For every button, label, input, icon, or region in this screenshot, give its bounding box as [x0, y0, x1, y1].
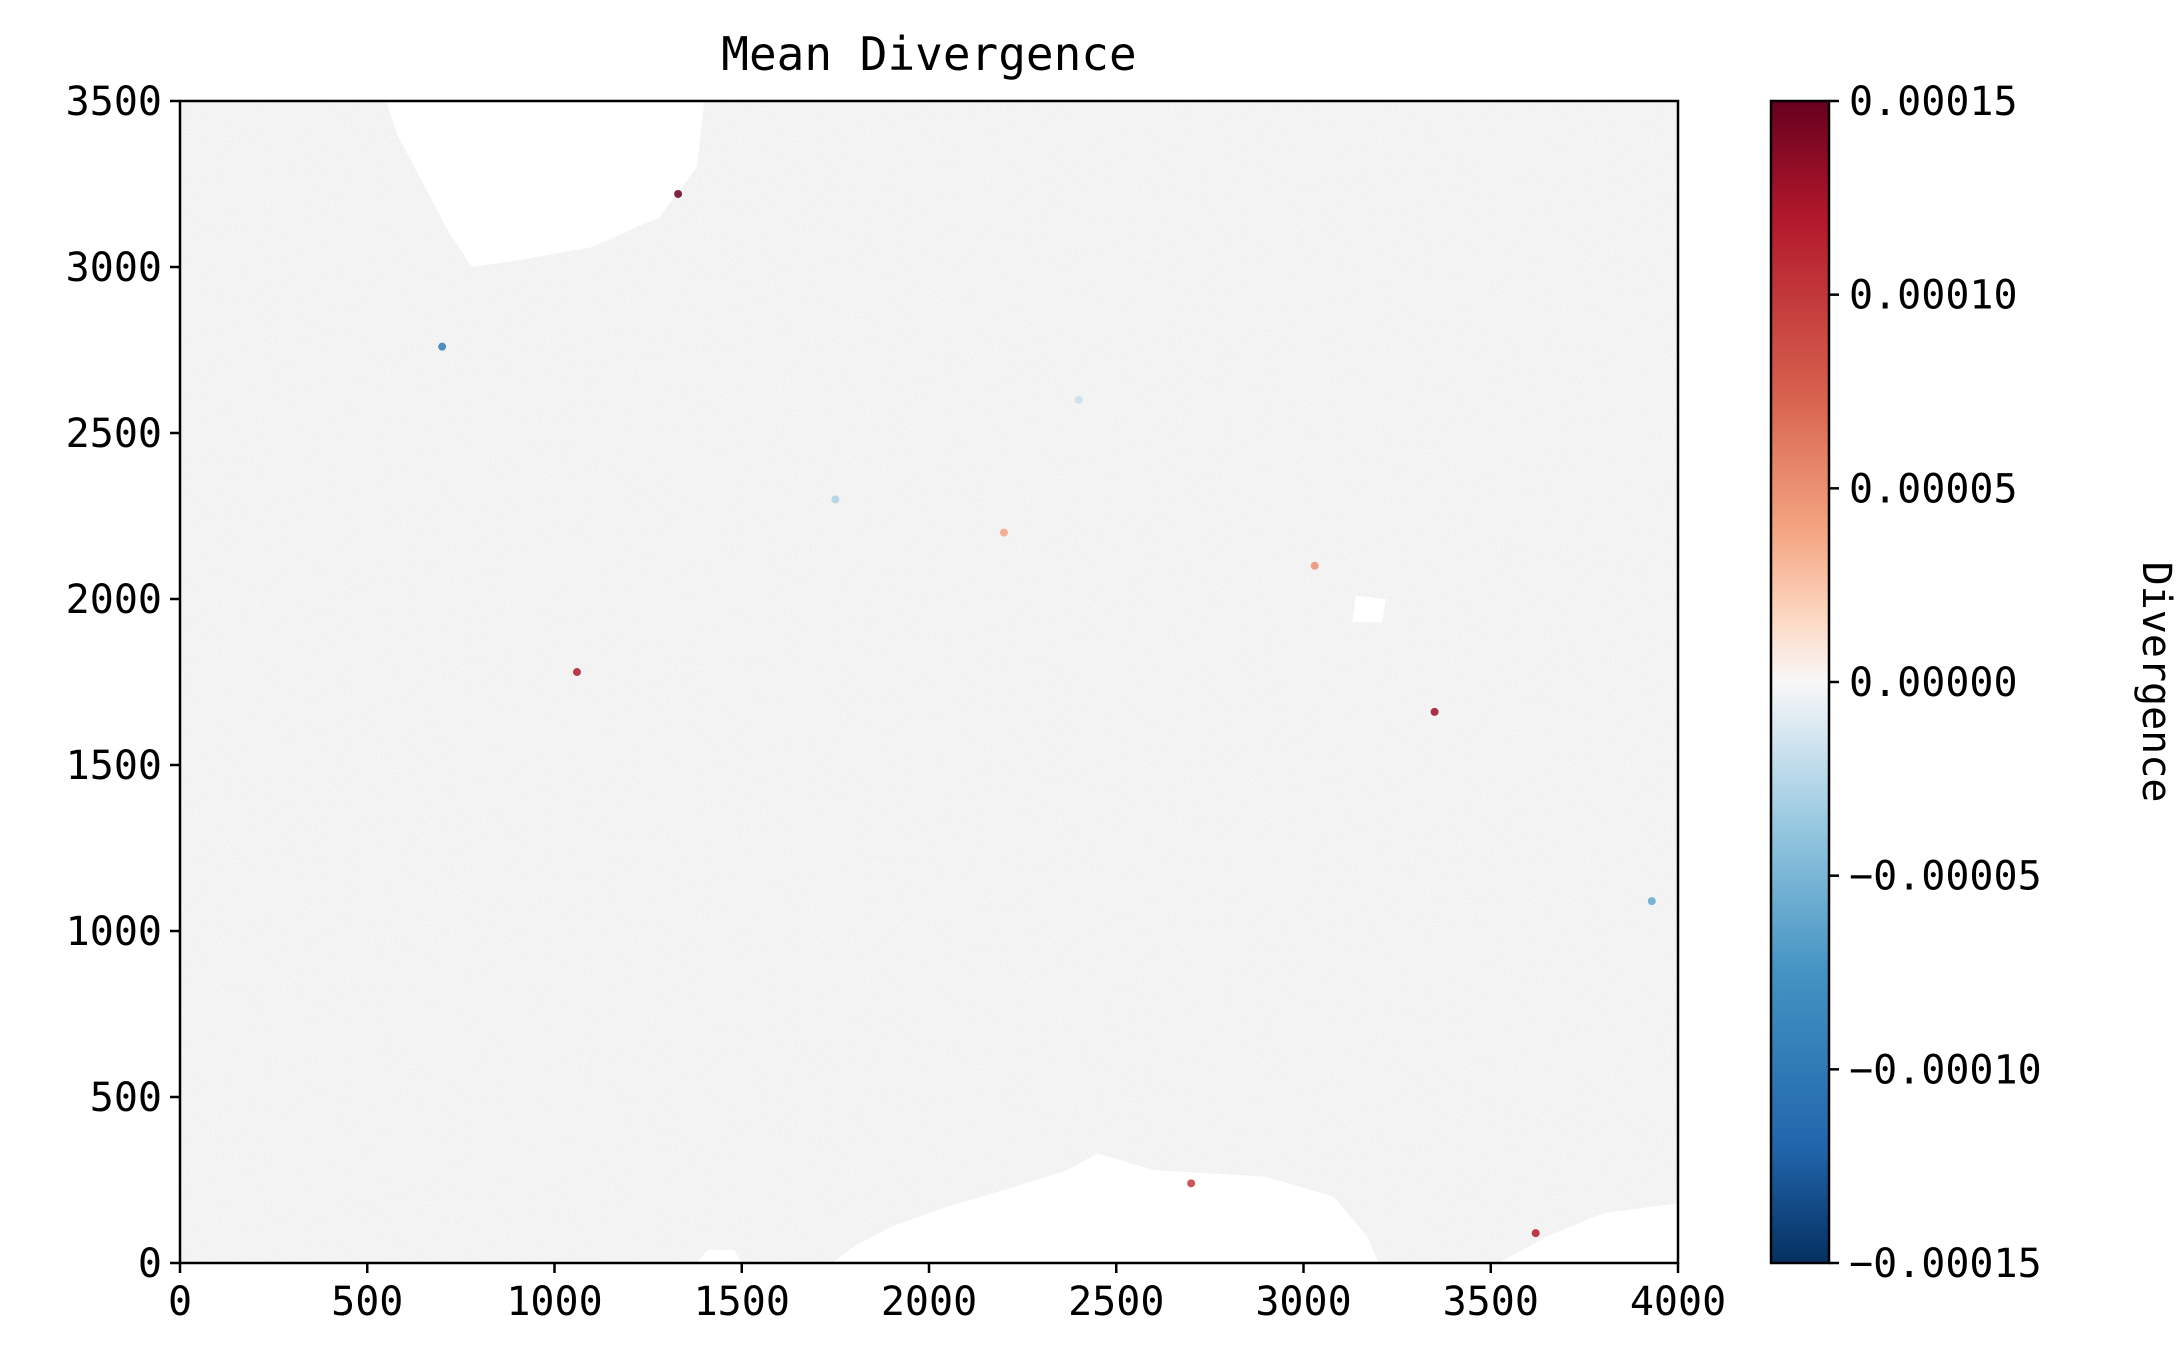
y-axis: 0 500 1000 1500 2000 2500 3000 3500: [66, 79, 180, 1287]
y-tick-label: 1000: [66, 909, 162, 955]
colorbar-tick-label: 0.00000: [1849, 660, 2018, 706]
masked-regions: [386, 101, 1678, 1263]
masked-region-bottom-landmass: [831, 1153, 1379, 1263]
x-tick-label: 4000: [1630, 1279, 1726, 1325]
x-axis: 0 500 1000 1500 2000 2500 3000 3500 4000: [168, 1263, 1726, 1325]
x-tick-label: 1000: [506, 1279, 602, 1325]
hotspot-2: [572, 668, 581, 677]
masked-region-small-island: [1352, 595, 1386, 623]
hotspot-6: [1647, 897, 1656, 906]
hotspot-3: [1430, 707, 1439, 716]
hotspot-10: [1074, 395, 1083, 404]
hotspot-1: [438, 342, 447, 351]
x-tick-label: 0: [168, 1279, 192, 1325]
x-tick-label: 1500: [694, 1279, 790, 1325]
colorbar-tick-label: −0.00015: [1849, 1241, 2042, 1287]
y-tick-label: 3000: [66, 245, 162, 291]
colorbar-tick-label: −0.00010: [1849, 1047, 2042, 1093]
colorbar-axis: 0.00015 0.00010 0.00005 0.00000 −0.00005 −0.0…: [1829, 79, 2042, 1287]
y-tick-label: 0: [138, 1241, 162, 1287]
x-tick-label: 500: [331, 1279, 403, 1325]
x-tick-label: 3500: [1443, 1279, 1539, 1325]
plot-area: [180, 101, 1678, 1263]
hotspot-9: [831, 495, 840, 504]
hotspot-8: [1531, 1229, 1540, 1238]
y-tick-label: 2500: [66, 411, 162, 457]
x-tick-label: 2500: [1068, 1279, 1164, 1325]
masked-region-bottom-right-landmass: [1498, 1203, 1678, 1263]
x-tick-label: 2000: [881, 1279, 977, 1325]
colorbar-tick-label: 0.00015: [1849, 79, 2018, 125]
y-tick-label: 1500: [66, 743, 162, 789]
hotspot-7: [1187, 1179, 1196, 1188]
colorbar-tick-label: −0.00005: [1849, 854, 2042, 900]
colorbar-tick-label: 0.00010: [1849, 273, 2018, 319]
masked-region-top-landmass: [386, 101, 705, 267]
colorbar-tick-label: 0.00005: [1849, 466, 2018, 512]
colorbar: [1769, 99, 1831, 1265]
masked-region-bottom-left-island: [696, 1249, 742, 1263]
y-tick-label: 2000: [66, 577, 162, 623]
hotspot-5: [1310, 561, 1319, 570]
hotspot-0: [674, 189, 683, 198]
colorbar-label: Divergence: [2133, 562, 2179, 803]
y-tick-label: 500: [90, 1075, 162, 1121]
x-tick-label: 3000: [1255, 1279, 1351, 1325]
hotspot-4: [999, 528, 1008, 537]
y-tick-label: 3500: [66, 79, 162, 125]
heatmap-texture: [180, 101, 1678, 1263]
hotspots: [438, 189, 1656, 1238]
chart-title: Mean Divergence: [721, 27, 1136, 81]
